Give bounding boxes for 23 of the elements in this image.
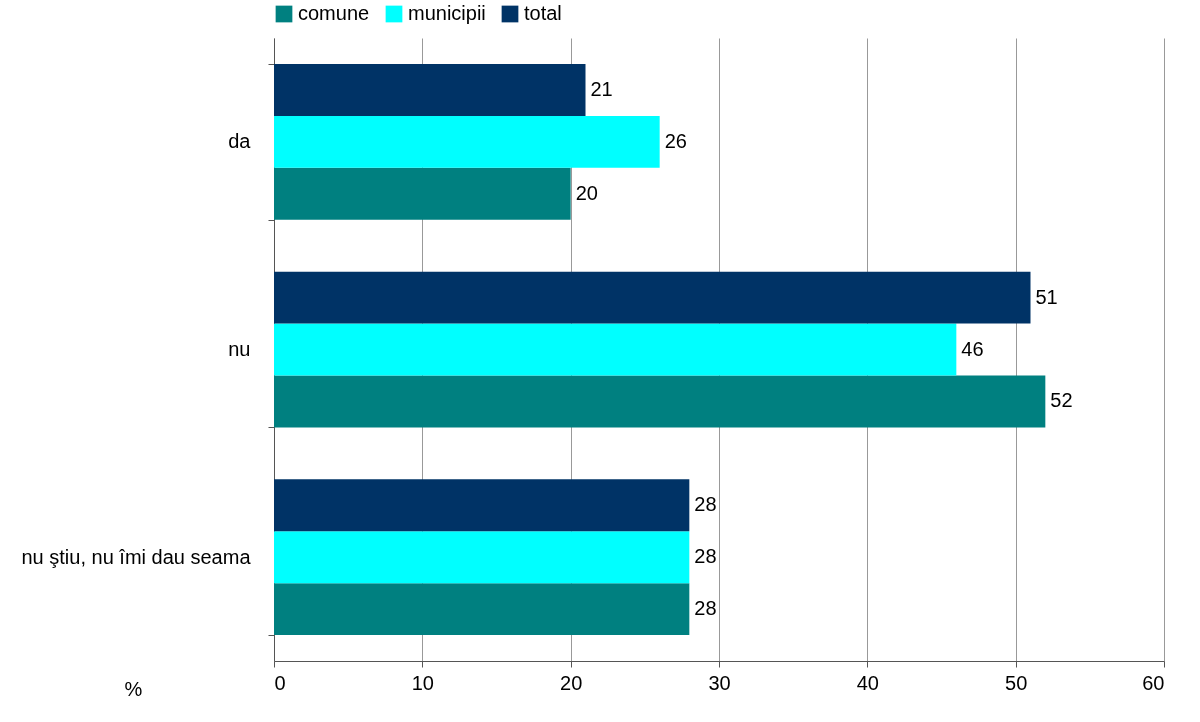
x-tick-label: 0: [274, 671, 286, 694]
x-axis-title: %: [124, 677, 143, 700]
x-tick-label: 40: [856, 671, 879, 694]
x-tick-label: 10: [411, 671, 434, 694]
data-label: 46: [961, 337, 984, 360]
legend-label: municipii: [408, 2, 486, 24]
data-label: 21: [590, 77, 613, 100]
data-label: 20: [575, 181, 598, 204]
data-label: 28: [694, 493, 717, 516]
data-label: 51: [1035, 285, 1058, 308]
data-label: 26: [664, 129, 687, 152]
legend-label: comune: [298, 2, 370, 24]
x-tick-label: 20: [560, 671, 583, 694]
x-tick-label: 50: [1005, 671, 1028, 694]
data-label: 28: [694, 545, 717, 568]
x-tick-label: 60: [1142, 671, 1165, 694]
y-tick-label: nu ştiu, nu îmi dau seama: [21, 545, 252, 568]
data-label: 52: [1050, 389, 1073, 412]
y-tick-label: da: [228, 130, 252, 153]
data-label: 28: [694, 597, 717, 620]
x-tick-label: 30: [708, 671, 731, 694]
y-tick-label: nu: [228, 338, 251, 360]
legend-label: total: [524, 2, 562, 24]
